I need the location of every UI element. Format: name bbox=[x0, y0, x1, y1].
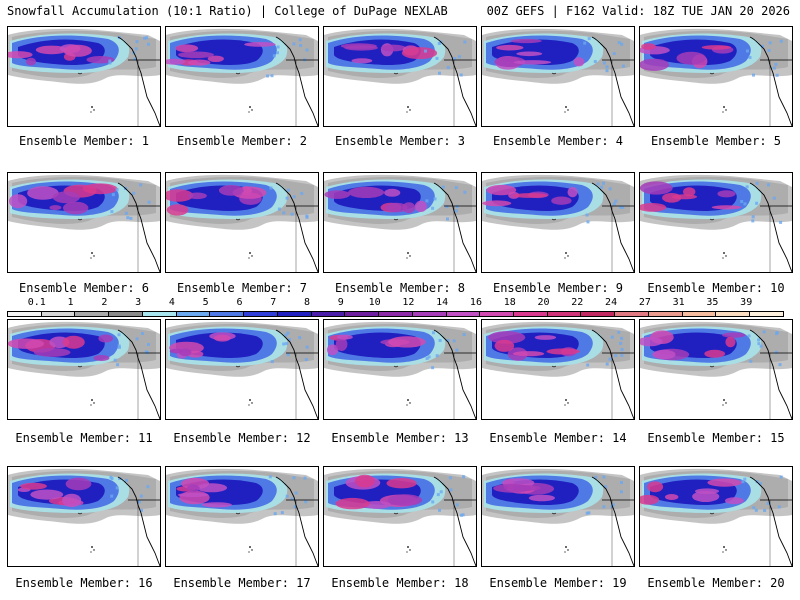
colorbar-segment-7 bbox=[244, 312, 278, 316]
ensemble-member-map-1 bbox=[7, 26, 161, 127]
ensemble-member-label-7: Ensemble Member: 7 bbox=[176, 281, 308, 295]
colorbar-label-16: 22 bbox=[571, 297, 584, 308]
colorbar-segment-2 bbox=[75, 312, 110, 316]
colorbar-segment-19 bbox=[648, 312, 683, 316]
colorbar-segment-21 bbox=[716, 312, 751, 316]
colorbar-segment-4 bbox=[142, 312, 177, 316]
colorbar-segment-0 bbox=[8, 312, 42, 316]
colorbar-segment-20 bbox=[682, 312, 717, 316]
colorbar-label-7: 7 bbox=[270, 297, 277, 308]
colorbar-segment-6 bbox=[210, 312, 245, 316]
colorbar-label-12: 14 bbox=[436, 297, 449, 308]
ensemble-member-label-5: Ensemble Member: 5 bbox=[650, 134, 782, 148]
ensemble-member-map-14 bbox=[481, 319, 635, 420]
colorbar-labels: 0.1 1 2 3 4 5 6 7 8 9 10 12 14 16 18 20 22 24 27 31 35 39 bbox=[7, 297, 784, 309]
colorbar-label-17: 24 bbox=[605, 297, 618, 308]
ensemble-member-map-20 bbox=[639, 466, 793, 567]
colorbar-label-10: 10 bbox=[368, 297, 381, 308]
ensemble-member-map-8 bbox=[323, 172, 477, 273]
snowfall-colorbar bbox=[7, 311, 784, 317]
colorbar-label-0: 0.1 bbox=[27, 297, 46, 308]
ensemble-member-map-11 bbox=[7, 319, 161, 420]
colorbar-label-9: 9 bbox=[337, 297, 344, 308]
ensemble-member-label-11: Ensemble Member: 11 bbox=[15, 431, 153, 445]
ensemble-member-label-16: Ensemble Member: 16 bbox=[15, 576, 153, 590]
colorbar-segment-1 bbox=[41, 312, 76, 316]
colorbar-segment-13 bbox=[446, 312, 481, 316]
ensemble-member-label-12: Ensemble Member: 12 bbox=[173, 431, 311, 445]
colorbar-segment-15 bbox=[514, 312, 548, 316]
ensemble-member-label-2: Ensemble Member: 2 bbox=[176, 134, 308, 148]
ensemble-member-label-4: Ensemble Member: 4 bbox=[492, 134, 624, 148]
colorbar-label-1: 1 bbox=[67, 297, 74, 308]
colorbar-label-18: 27 bbox=[638, 297, 651, 308]
colorbar-segment-11 bbox=[379, 312, 413, 316]
ensemble-member-label-13: Ensemble Member: 13 bbox=[331, 431, 469, 445]
colorbar-segment-16 bbox=[547, 312, 582, 316]
colorbar-segment-14 bbox=[480, 312, 515, 316]
ensemble-member-map-9 bbox=[481, 172, 635, 273]
ensemble-member-map-15 bbox=[639, 319, 793, 420]
ensemble-member-label-9: Ensemble Member: 9 bbox=[492, 281, 624, 295]
colorbar-segment-3 bbox=[109, 312, 143, 316]
colorbar-label-5: 5 bbox=[202, 297, 209, 308]
ensemble-member-map-3 bbox=[323, 26, 477, 127]
colorbar-segment-10 bbox=[345, 312, 380, 316]
ensemble-member-map-10 bbox=[639, 172, 793, 273]
ensemble-member-label-15: Ensemble Member: 15 bbox=[647, 431, 785, 445]
ensemble-member-label-10: Ensemble Member: 10 bbox=[647, 281, 785, 295]
ensemble-member-label-20: Ensemble Member: 20 bbox=[647, 576, 785, 590]
colorbar-label-15: 20 bbox=[537, 297, 550, 308]
ensemble-member-map-17 bbox=[165, 466, 319, 567]
colorbar-segment-12 bbox=[412, 312, 447, 316]
ensemble-member-map-18 bbox=[323, 466, 477, 567]
colorbar-segment-9 bbox=[311, 312, 346, 316]
ensemble-member-map-4 bbox=[481, 26, 635, 127]
colorbar-label-19: 31 bbox=[672, 297, 685, 308]
ensemble-member-label-18: Ensemble Member: 18 bbox=[331, 576, 469, 590]
colorbar-segment-18 bbox=[615, 312, 649, 316]
colorbar-label-6: 6 bbox=[236, 297, 243, 308]
ensemble-member-map-13 bbox=[323, 319, 477, 420]
colorbar-label-21: 39 bbox=[740, 297, 753, 308]
colorbar-label-2: 2 bbox=[101, 297, 108, 308]
colorbar-label-14: 18 bbox=[503, 297, 516, 308]
ensemble-member-label-8: Ensemble Member: 8 bbox=[334, 281, 466, 295]
colorbar-segment-5 bbox=[176, 312, 211, 316]
colorbar-segment-22 bbox=[750, 312, 783, 316]
colorbar-label-20: 35 bbox=[706, 297, 719, 308]
ensemble-member-label-19: Ensemble Member: 19 bbox=[489, 576, 627, 590]
ensemble-member-map-7 bbox=[165, 172, 319, 273]
colorbar-segment-17 bbox=[581, 312, 616, 316]
ensemble-member-label-6: Ensemble Member: 6 bbox=[18, 281, 150, 295]
ensemble-member-label-14: Ensemble Member: 14 bbox=[489, 431, 627, 445]
model-run-info: 00Z GEFS | F162 Valid: 18Z TUE JAN 20 20… bbox=[486, 4, 790, 18]
ensemble-member-label-17: Ensemble Member: 17 bbox=[173, 576, 311, 590]
ensemble-member-map-5 bbox=[639, 26, 793, 127]
ensemble-member-map-19 bbox=[481, 466, 635, 567]
colorbar-label-11: 12 bbox=[402, 297, 415, 308]
ensemble-member-map-16 bbox=[7, 466, 161, 567]
colorbar-label-8: 8 bbox=[304, 297, 311, 308]
ensemble-member-map-6 bbox=[7, 172, 161, 273]
colorbar-label-4: 4 bbox=[168, 297, 175, 308]
ensemble-member-map-2 bbox=[165, 26, 319, 127]
colorbar-segment-8 bbox=[277, 312, 312, 316]
ensemble-member-label-3: Ensemble Member: 3 bbox=[334, 134, 466, 148]
colorbar-label-3: 3 bbox=[135, 297, 142, 308]
ensemble-member-map-12 bbox=[165, 319, 319, 420]
map-title: Snowfall Accumulation (10:1 Ratio) | Col… bbox=[7, 4, 448, 18]
colorbar-label-13: 16 bbox=[469, 297, 482, 308]
ensemble-member-label-1: Ensemble Member: 1 bbox=[18, 134, 150, 148]
